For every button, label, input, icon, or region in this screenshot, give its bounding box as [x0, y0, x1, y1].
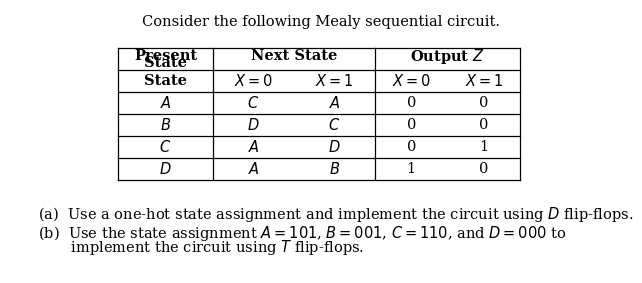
Text: $\mathit{C}$: $\mathit{C}$ — [247, 95, 259, 111]
Text: Consider the following Mealy sequential circuit.: Consider the following Mealy sequential … — [142, 15, 500, 29]
Text: $\mathit{D}$: $\mathit{D}$ — [247, 117, 260, 133]
Text: Present: Present — [134, 49, 197, 63]
Text: $\mathit{B}$: $\mathit{B}$ — [329, 161, 340, 177]
Text: 0: 0 — [479, 162, 489, 176]
Text: $\mathit{A}$: $\mathit{A}$ — [329, 95, 340, 111]
Text: $\mathit{C}$: $\mathit{C}$ — [329, 117, 340, 133]
Text: $X = 1$: $X = 1$ — [315, 73, 354, 89]
Text: 0: 0 — [406, 140, 416, 154]
Text: $\mathit{C}$: $\mathit{C}$ — [159, 139, 171, 155]
Text: 0: 0 — [479, 96, 489, 110]
Text: Next State: Next State — [251, 49, 337, 63]
Text: implement the circuit using $T$ flip-flops.: implement the circuit using $T$ flip-flo… — [38, 238, 364, 257]
Text: $\mathit{A}$: $\mathit{A}$ — [160, 95, 171, 111]
Text: State: State — [144, 56, 187, 70]
Text: (a)  Use a one-hot state assignment and implement the circuit using $D$ flip-flo: (a) Use a one-hot state assignment and i… — [38, 205, 634, 224]
Text: $\mathit{B}$: $\mathit{B}$ — [160, 117, 171, 133]
Text: $X = 0$: $X = 0$ — [234, 73, 273, 89]
Text: $\mathit{D}$: $\mathit{D}$ — [328, 139, 341, 155]
Text: 1: 1 — [406, 162, 416, 176]
Text: Output $Z$: Output $Z$ — [410, 46, 485, 65]
Text: $\mathit{A}$: $\mathit{A}$ — [248, 139, 259, 155]
Text: $X = 0$: $X = 0$ — [392, 73, 431, 89]
Text: $X = 1$: $X = 1$ — [465, 73, 503, 89]
Text: 0: 0 — [406, 96, 416, 110]
Text: $\mathit{D}$: $\mathit{D}$ — [159, 161, 172, 177]
Text: 0: 0 — [406, 118, 416, 132]
Text: State: State — [144, 74, 187, 88]
Text: 0: 0 — [479, 118, 489, 132]
Text: $\mathit{A}$: $\mathit{A}$ — [248, 161, 259, 177]
Text: (b)  Use the state assignment $A = 101$, $B = 001$, $C = 110$, and $D = 000$ to: (b) Use the state assignment $A = 101$, … — [38, 224, 566, 243]
Text: 1: 1 — [479, 140, 489, 154]
